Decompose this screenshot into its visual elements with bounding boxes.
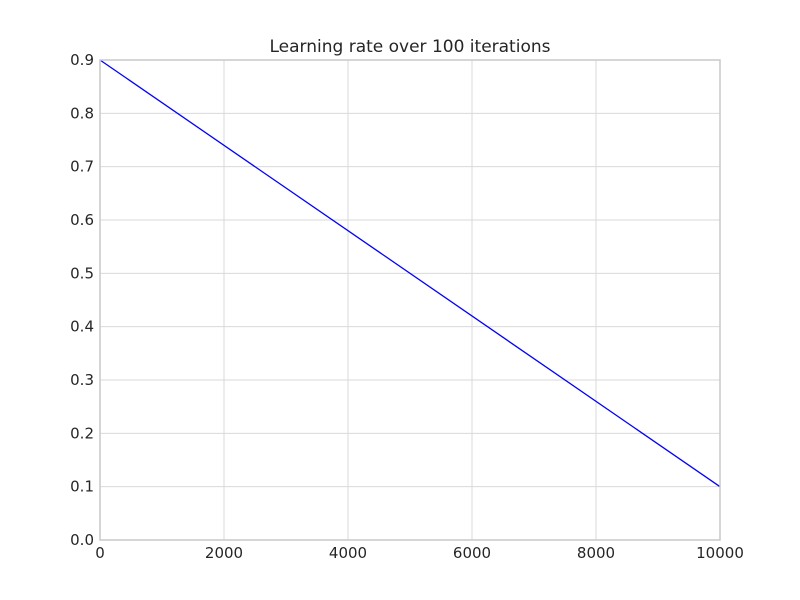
x-tick-label: 4000: [329, 544, 367, 562]
y-tick-label: 0.4: [70, 318, 94, 336]
chart-title: Learning rate over 100 iterations: [270, 37, 551, 57]
y-tick-label: 0.8: [70, 104, 94, 122]
x-tick-label: 2000: [205, 544, 243, 562]
y-tick-label: 0.5: [70, 264, 94, 282]
y-tick-label: 0.2: [70, 424, 94, 442]
grid: [99, 59, 721, 541]
x-tick-label: 10000: [696, 544, 744, 562]
x-tick-label: 0: [95, 544, 105, 562]
y-tick-label: 0.1: [70, 478, 94, 496]
x-axis: 0 2000 4000 6000 8000 10000: [95, 544, 744, 562]
y-tick-label: 0.6: [70, 211, 94, 229]
plot-frame: [99, 59, 721, 541]
y-tick-label: 0.9: [70, 51, 94, 69]
series-line: [99, 59, 721, 488]
x-tick-label: 8000: [577, 544, 615, 562]
x-tick-label: 6000: [453, 544, 491, 562]
y-tick-label: 0.7: [70, 158, 94, 176]
series-layer: [99, 59, 721, 488]
y-tick-label: 0.0: [70, 531, 94, 549]
y-tick-label: 0.3: [70, 371, 94, 389]
y-axis: 0.0 0.1 0.2 0.3 0.4 0.5 0.6 0.7 0.8 0.9: [70, 51, 94, 549]
